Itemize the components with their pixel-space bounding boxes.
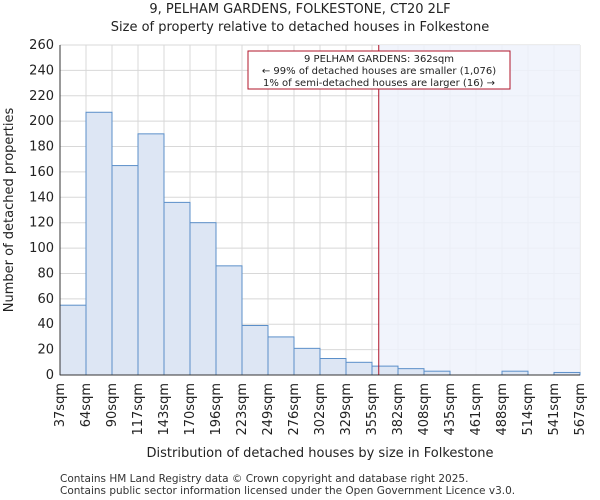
bar-196sqm — [215, 265, 243, 376]
y-tick-label: 40 — [37, 317, 54, 332]
bar-249sqm — [267, 336, 295, 376]
x-tick-label: 408sqm — [417, 383, 432, 436]
x-tick-label: 223sqm — [235, 383, 250, 436]
x-tick-label: 541sqm — [547, 383, 562, 436]
y-tick-label: 160 — [29, 165, 54, 180]
y-tick-label: 80 — [37, 266, 54, 281]
x-tick-label: 514sqm — [521, 383, 536, 436]
x-tick-label: 488sqm — [495, 383, 510, 436]
x-tick-label: 302sqm — [313, 383, 328, 436]
x-tick-label: 143sqm — [157, 383, 172, 436]
bar-276sqm — [293, 347, 321, 376]
annotation-line-1: 9 PELHAM GARDENS: 362sqm — [304, 54, 454, 65]
bar-382sqm — [397, 368, 425, 376]
highlight-region — [378, 45, 580, 375]
x-tick-label: 567sqm — [573, 383, 588, 436]
x-tick-label: 64sqm — [79, 383, 94, 427]
x-tick-label: 196sqm — [209, 383, 224, 436]
bar-223sqm — [241, 325, 269, 376]
y-tick-label: 220 — [29, 89, 54, 104]
chart-subtitle: Size of property relative to detached ho… — [110, 20, 490, 35]
bar-90sqm — [111, 165, 139, 376]
bar-302sqm — [319, 358, 347, 376]
y-tick-label: 180 — [29, 140, 54, 155]
x-axis-label: Distribution of detached houses by size … — [147, 446, 494, 461]
y-tick-labels: 0 20 40 60 80 100 120 140 160 180 200 220 240 260 — [29, 38, 54, 383]
y-tick-label: 20 — [37, 343, 54, 358]
footer-line-1: Contains HM Land Registry data © Crown c… — [60, 473, 469, 485]
annotation-box: 9 PELHAM GARDENS: 362sqm ← 99% of detach… — [247, 50, 511, 90]
bar-64sqm — [85, 111, 113, 376]
x-tick-label: 249sqm — [261, 383, 276, 436]
bars — [59, 111, 581, 376]
y-tick-label: 200 — [29, 114, 54, 129]
annotation-frame — [247, 50, 511, 90]
x-tick-label: 461sqm — [469, 383, 484, 436]
bar-408sqm — [423, 370, 451, 376]
x-tick-label: 170sqm — [183, 383, 198, 436]
y-tick-label: 140 — [29, 190, 54, 205]
bar-143sqm — [163, 201, 191, 376]
y-tick-label: 60 — [37, 292, 54, 307]
y-axis-label: Number of detached properties — [2, 108, 17, 313]
annotation-line-3: 1% of semi-detached houses are larger (1… — [263, 78, 495, 89]
bar-170sqm — [189, 222, 217, 376]
y-tick-label: 0 — [46, 368, 54, 383]
bar-329sqm — [345, 361, 373, 376]
axes — [59, 45, 580, 376]
x-tick-label: 355sqm — [365, 383, 380, 436]
x-tick-label: 382sqm — [391, 383, 406, 436]
x-tick-label: 90sqm — [105, 383, 120, 427]
y-tick-label: 240 — [29, 63, 54, 78]
bar-488sqm — [501, 370, 529, 376]
x-tick-label: 276sqm — [287, 383, 302, 436]
footer-line-2: Contains public sector information licen… — [60, 485, 516, 497]
y-tick-label: 100 — [29, 241, 54, 256]
bar-37sqm — [59, 304, 87, 376]
chart-title: 9, PELHAM GARDENS, FOLKESTONE, CT20 2LF — [149, 2, 451, 17]
bar-117sqm — [137, 133, 165, 376]
x-tick-label: 117sqm — [131, 383, 146, 436]
x-tick-label: 37sqm — [53, 383, 68, 427]
y-tick-label: 120 — [29, 216, 54, 231]
y-tick-label: 260 — [29, 38, 54, 53]
bar-355sqm — [371, 365, 399, 376]
x-tick-label: 435sqm — [443, 383, 458, 436]
x-tick-label: 329sqm — [339, 383, 354, 436]
x-tick-labels: 37sqm 64sqm 90sqm 117sqm 143sqm 170sqm 196sqm 2… — [53, 383, 588, 436]
annotation-line-2: ← 99% of detached houses are smaller (1,… — [262, 66, 496, 77]
